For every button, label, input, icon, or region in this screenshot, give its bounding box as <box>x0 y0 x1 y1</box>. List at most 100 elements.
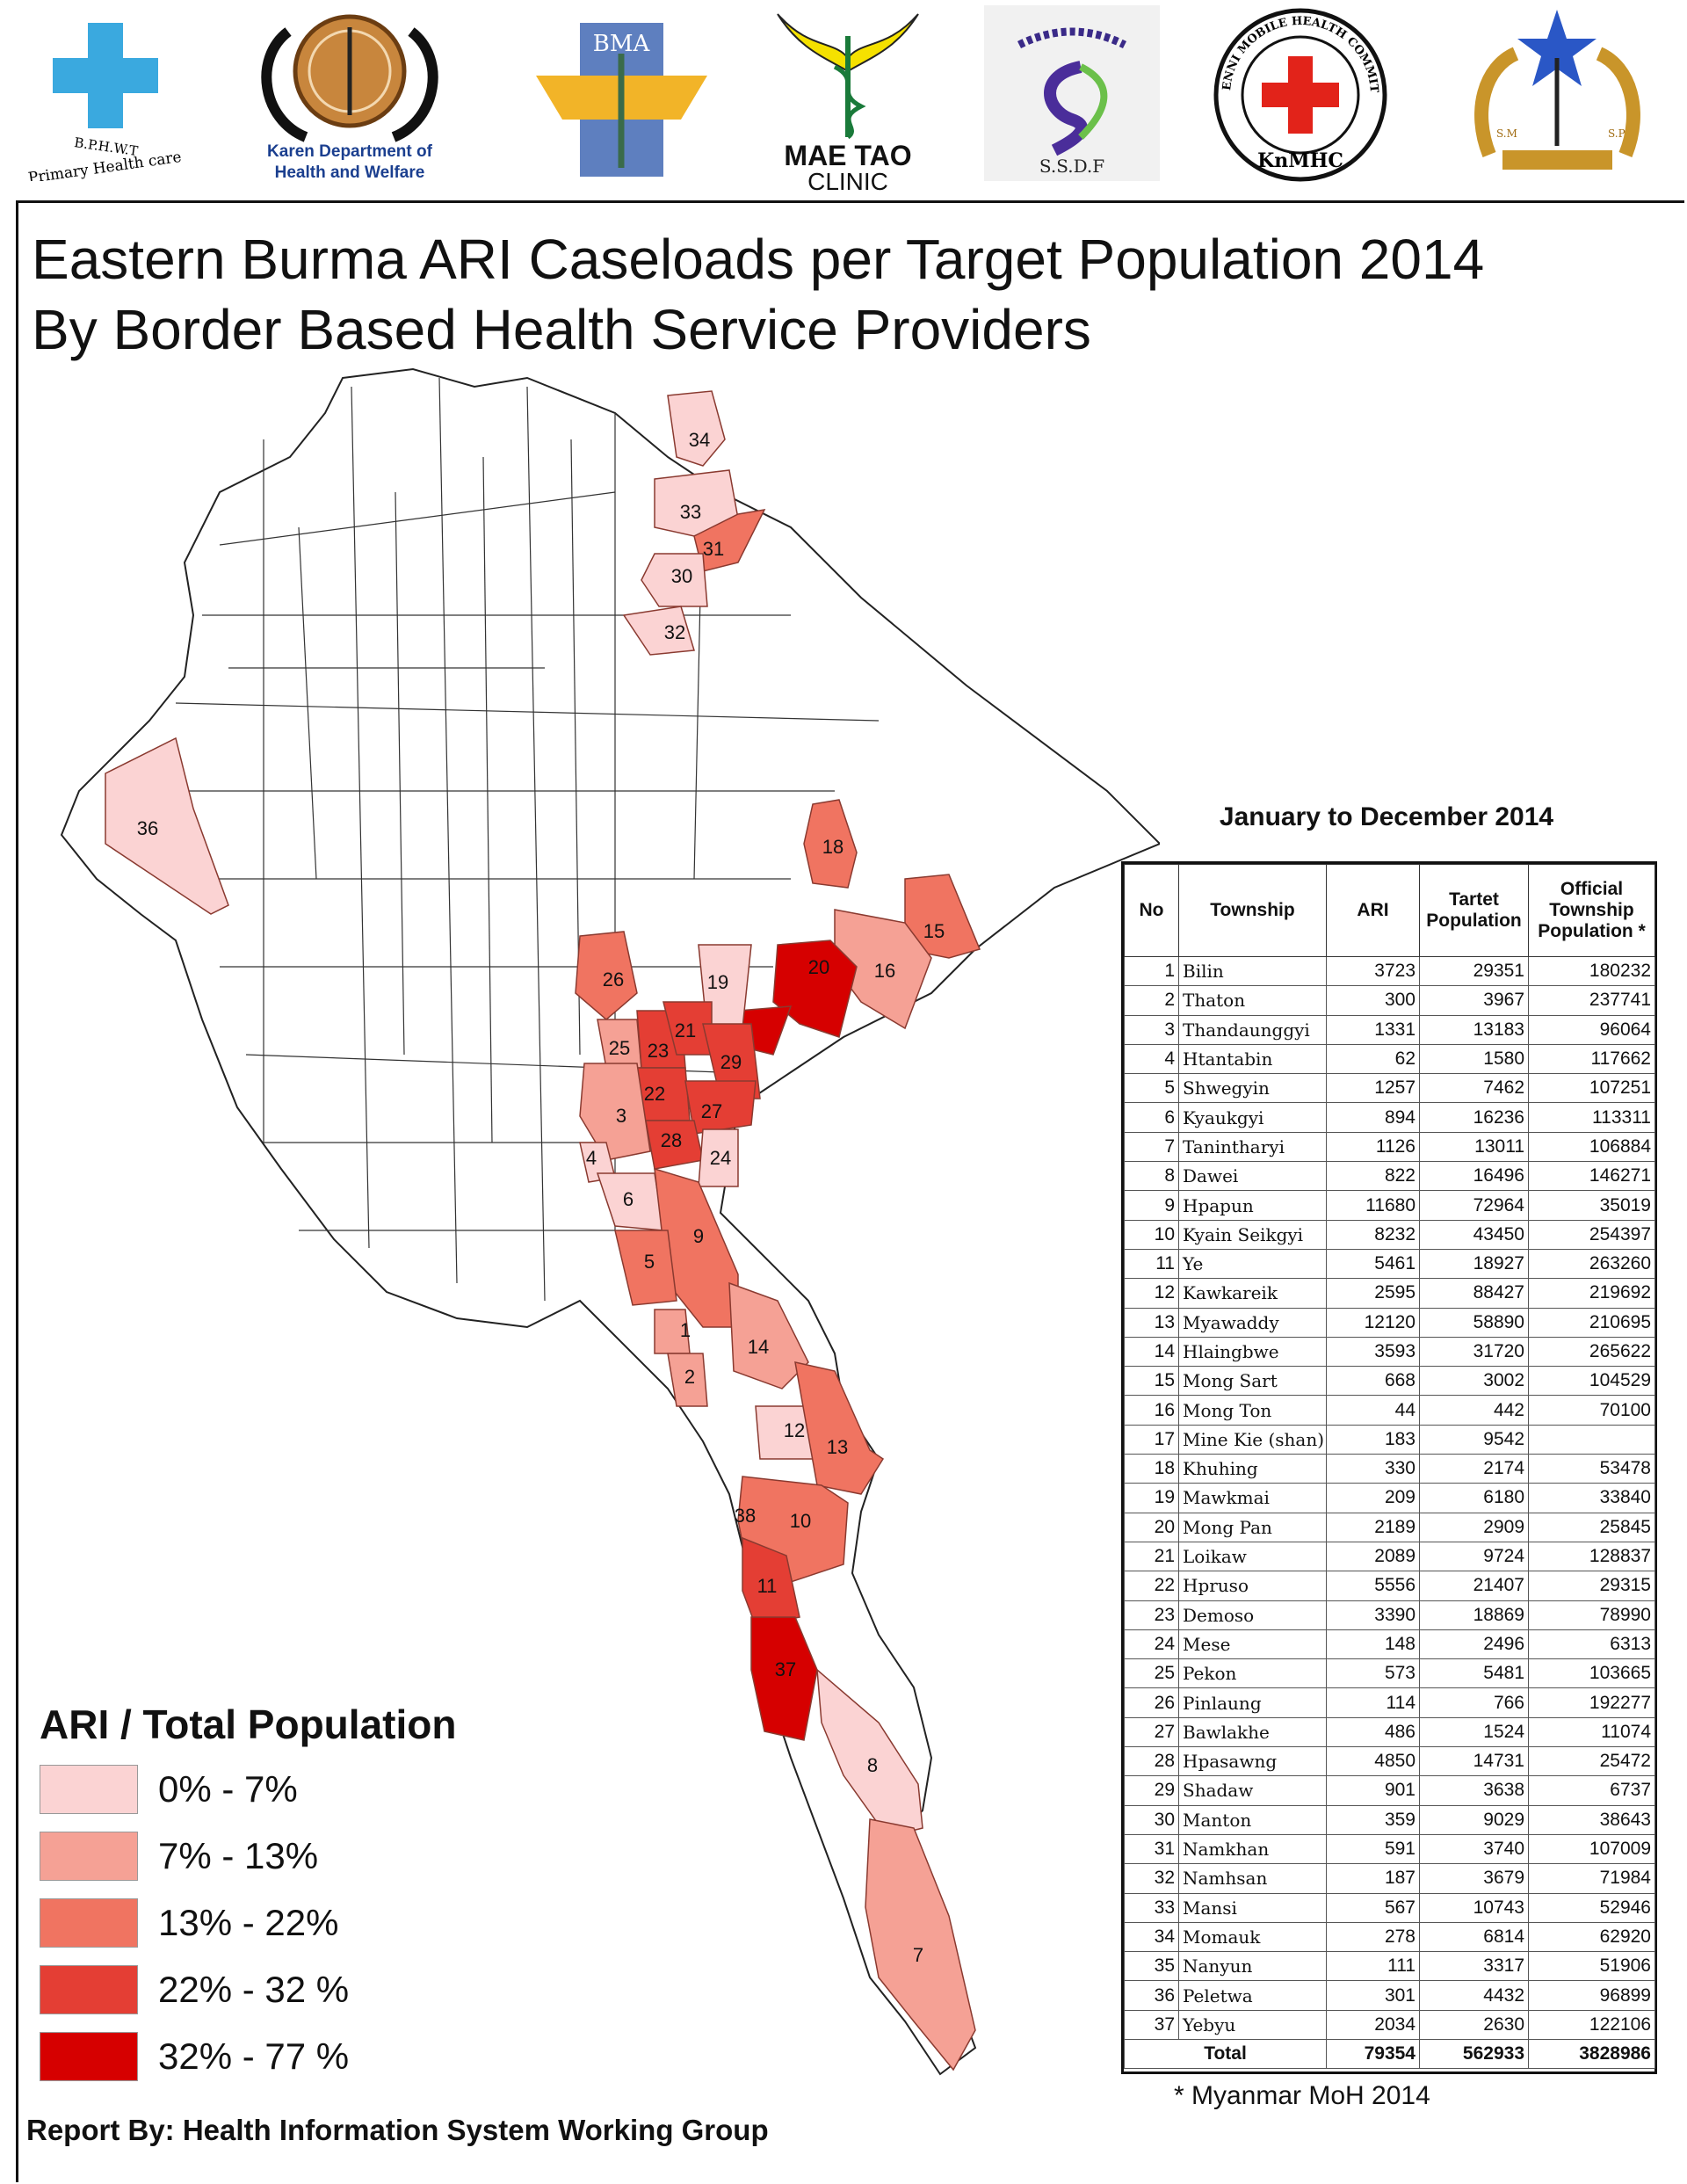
row-ari: 894 <box>1326 1102 1420 1133</box>
row-ari: 567 <box>1326 1892 1420 1923</box>
row-no: 26 <box>1124 1687 1179 1718</box>
row-no: 25 <box>1124 1658 1179 1689</box>
row-township: Mansi <box>1178 1892 1327 1923</box>
row-ari: 4850 <box>1326 1746 1420 1777</box>
row-township: Kyaukgyi <box>1178 1102 1327 1133</box>
row-official: 33840 <box>1528 1483 1655 1513</box>
table-row: 24 Mese 148 2496 6313 <box>1124 1629 1655 1660</box>
bphwt-logo: B.P.H.W.T Primary Health care <box>18 5 193 187</box>
map-label-34: 34 <box>689 429 710 451</box>
map-label-25: 25 <box>609 1037 630 1059</box>
header-no: No <box>1124 864 1179 957</box>
row-ari: 1331 <box>1326 1014 1420 1045</box>
region-36 <box>105 736 229 915</box>
row-township: Mawkmai <box>1178 1483 1327 1513</box>
table-row: 36 Peletwa 301 4432 96899 <box>1124 1980 1655 2011</box>
map-label-6: 6 <box>623 1188 634 1210</box>
row-township: Hpasawng <box>1178 1746 1327 1777</box>
table-row: 2 Thaton 300 3967 237741 <box>1124 985 1655 1016</box>
region-30 <box>641 553 708 607</box>
row-no: 5 <box>1124 1073 1179 1104</box>
row-official: 52946 <box>1528 1892 1655 1923</box>
table-row: 6 Kyaukgyi 894 16236 113311 <box>1124 1102 1655 1133</box>
table-row: 15 Mong Sart 668 3002 104529 <box>1124 1366 1655 1397</box>
row-township: Mese <box>1178 1629 1327 1660</box>
row-township: Pekon <box>1178 1658 1327 1689</box>
table-row: 5 Shwegyin 1257 7462 107251 <box>1124 1073 1655 1104</box>
table-row: 10 Kyain Seikgyi 8232 43450 254397 <box>1124 1219 1655 1250</box>
map-label-31: 31 <box>703 538 724 560</box>
row-ari: 1257 <box>1326 1073 1420 1104</box>
row-ari: 822 <box>1326 1161 1420 1192</box>
report-credit: Report By: Health Information System Wor… <box>26 2114 769 2146</box>
region-7 <box>865 1818 976 2072</box>
row-township: Thandaunggyi <box>1178 1014 1327 1045</box>
row-no: 2 <box>1124 985 1179 1016</box>
row-no: 19 <box>1124 1483 1179 1513</box>
map-label-29: 29 <box>720 1051 742 1073</box>
table-row: 16 Mong Ton 44 442 70100 <box>1124 1395 1655 1426</box>
row-no: 37 <box>1124 2009 1179 2040</box>
row-target: 16496 <box>1419 1161 1529 1192</box>
total-target: 562933 <box>1419 2038 1529 2070</box>
row-township: Manton <box>1178 1804 1327 1835</box>
row-target: 3317 <box>1419 1951 1529 1982</box>
row-official: 210695 <box>1528 1307 1655 1338</box>
row-no: 24 <box>1124 1629 1179 1660</box>
row-ari: 12120 <box>1326 1307 1420 1338</box>
row-no: 14 <box>1124 1336 1179 1368</box>
row-no: 1 <box>1124 955 1179 987</box>
map-label-1: 1 <box>680 1319 691 1341</box>
row-target: 3740 <box>1419 1833 1529 1865</box>
row-no: 28 <box>1124 1746 1179 1777</box>
table-row: 26 Pinlaung 114 766 192277 <box>1124 1687 1655 1718</box>
row-target: 2496 <box>1419 1629 1529 1660</box>
region-14 <box>728 1281 809 1389</box>
legend-swatch <box>40 1832 138 1881</box>
row-target: 6180 <box>1419 1483 1529 1513</box>
row-no: 23 <box>1124 1600 1179 1630</box>
table-row: 32 Namhsan 187 3679 71984 <box>1124 1863 1655 1894</box>
row-no: 11 <box>1124 1248 1179 1280</box>
table-row: 18 Khuhing 330 2174 53478 <box>1124 1454 1655 1484</box>
row-target: 18869 <box>1419 1600 1529 1630</box>
mae-tao-caption-2: CLINIC <box>807 168 888 194</box>
row-target: 1524 <box>1419 1716 1529 1748</box>
table-row: 30 Manton 359 9029 38643 <box>1124 1804 1655 1835</box>
bma-caption: BMA <box>593 31 651 57</box>
row-official: 117662 <box>1528 1043 1655 1075</box>
row-no: 27 <box>1124 1716 1179 1748</box>
knmhc-caption-2: KnMHC <box>1257 149 1343 172</box>
row-official: 113311 <box>1528 1102 1655 1133</box>
legend-label: 32% - 77 % <box>158 2035 350 2077</box>
row-target: 9542 <box>1419 1424 1529 1455</box>
table-row: 4 Htantabin 62 1580 117662 <box>1124 1043 1655 1075</box>
legend-label: 13% - 22% <box>158 1902 339 1943</box>
row-ari: 591 <box>1326 1833 1420 1865</box>
map-label-38: 38 <box>735 1505 756 1527</box>
row-ari: 148 <box>1326 1629 1420 1660</box>
row-township: Nanyun <box>1178 1951 1327 1982</box>
row-no: 16 <box>1124 1395 1179 1426</box>
legend-swatch <box>40 1898 138 1948</box>
row-township: Kawkareik <box>1178 1278 1327 1309</box>
row-township: Mine Kie (shan) <box>1178 1424 1327 1455</box>
region-18 <box>803 799 858 889</box>
map-label-32: 32 <box>664 621 685 643</box>
row-no: 17 <box>1124 1424 1179 1455</box>
table-row: 3 Thandaunggyi 1331 13183 96064 <box>1124 1014 1655 1045</box>
row-no: 30 <box>1124 1804 1179 1835</box>
row-target: 21407 <box>1419 1571 1529 1601</box>
target-regions <box>105 390 981 2072</box>
legend-swatch <box>40 2032 138 2081</box>
row-official: 104529 <box>1528 1366 1655 1397</box>
row-township: Mong Sart <box>1178 1366 1327 1397</box>
table-row: 1 Bilin 3723 29351 180232 <box>1124 955 1655 987</box>
map-label-36: 36 <box>137 817 158 839</box>
table-row: 21 Loikaw 2089 9724 128837 <box>1124 1541 1655 1572</box>
table-row: 28 Hpasawng 4850 14731 25472 <box>1124 1746 1655 1777</box>
row-target: 43450 <box>1419 1219 1529 1250</box>
table-row: 20 Mong Pan 2189 2909 25845 <box>1124 1512 1655 1542</box>
mae-tao-clinic-logo: MAE TAO CLINIC <box>773 5 923 195</box>
row-no: 20 <box>1124 1512 1179 1542</box>
